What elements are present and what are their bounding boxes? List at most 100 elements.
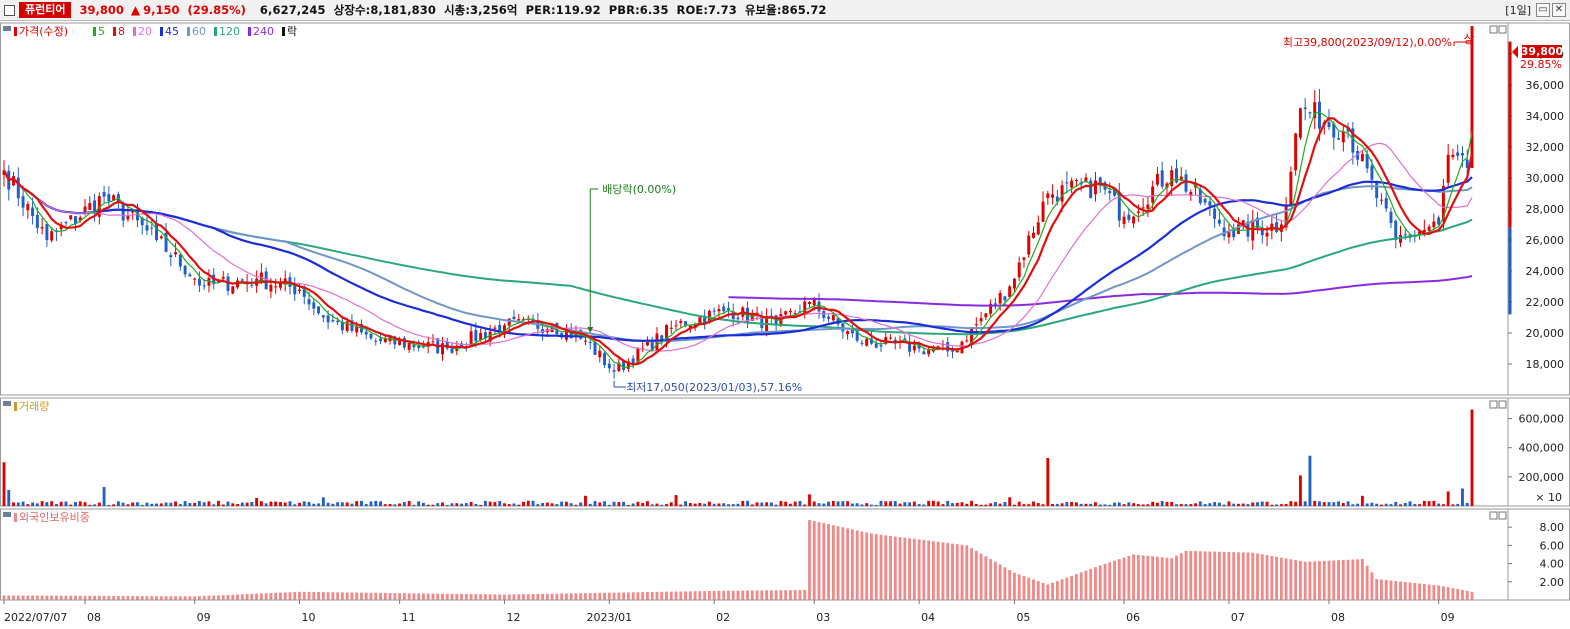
candle	[469, 331, 473, 346]
volume-bar	[288, 501, 292, 506]
price-tick-label: 18,000	[1526, 358, 1565, 371]
volume-bar	[946, 500, 950, 506]
foreign-bar	[274, 592, 278, 600]
high-tag: 상	[1463, 32, 1474, 46]
x-tick-label: 2023/01	[586, 611, 632, 624]
volume-bar	[850, 503, 854, 506]
candle	[112, 195, 116, 201]
candle	[431, 341, 435, 343]
close-icon[interactable]: ✕	[1552, 3, 1566, 17]
period-selector[interactable]: [1일]	[1505, 4, 1531, 17]
volume-bar	[207, 501, 211, 506]
candle	[593, 341, 597, 355]
foreign-bar	[479, 594, 483, 600]
volume-bar	[922, 504, 926, 506]
foreign-bar	[336, 592, 340, 600]
x-tick-label: 03	[816, 611, 830, 624]
roe-value: ROE:7.73	[676, 3, 737, 17]
pbr-value: PBR:6.35	[608, 3, 669, 17]
foreign-bar	[684, 591, 688, 600]
volume-bar	[879, 500, 883, 506]
foreign-bar	[1055, 581, 1059, 600]
volume-bar	[784, 501, 788, 506]
volume-bar	[1470, 409, 1474, 506]
candle	[1422, 229, 1426, 232]
volume-bar	[889, 501, 892, 506]
volume-bar	[1098, 504, 1102, 506]
foreign-bar	[598, 592, 602, 600]
candle	[1370, 165, 1374, 180]
volume-bar	[1422, 500, 1426, 506]
volume-tick-label: 200,000	[1519, 471, 1565, 484]
foreign-bar	[831, 525, 835, 600]
candle	[698, 317, 702, 324]
volume-bar	[1113, 502, 1116, 506]
foreign-bar	[40, 595, 44, 600]
volume-bar	[197, 501, 201, 506]
foreign-pane	[0, 508, 1570, 601]
candle	[174, 252, 178, 255]
candle	[1179, 176, 1183, 181]
candle	[1213, 208, 1217, 219]
volume-bar	[88, 504, 92, 506]
foreign-bar	[784, 590, 788, 600]
candle	[1189, 191, 1193, 196]
candle	[169, 255, 173, 258]
volume-bar	[898, 503, 902, 506]
price-tick-label: 26,000	[1526, 234, 1565, 247]
candle	[188, 274, 192, 277]
foreign-bar	[126, 596, 130, 600]
foreign-bar	[893, 536, 897, 600]
foreign-bar	[279, 592, 282, 600]
volume-bar	[598, 502, 602, 506]
volume-bar	[979, 504, 983, 506]
candle	[1136, 211, 1140, 213]
volume-bar	[450, 503, 454, 506]
volume-bar	[474, 503, 478, 506]
foreign-bar	[288, 592, 292, 600]
foreign-bar	[1151, 556, 1155, 600]
foreign-bar	[1275, 556, 1279, 600]
ma8-line	[3, 116, 1474, 366]
volume-bar	[908, 502, 912, 506]
restore-icon[interactable]: ▭	[1536, 3, 1550, 17]
volume-bar	[1461, 488, 1464, 506]
candle	[1041, 201, 1045, 222]
stock-name[interactable]: 퓨런티어	[19, 2, 72, 18]
foreign-bar	[1356, 559, 1360, 600]
foreign-bar	[912, 538, 916, 600]
price-tick-label: 24,000	[1526, 265, 1565, 278]
foreign-bar	[1351, 559, 1355, 600]
candle	[240, 279, 244, 281]
candle	[889, 337, 892, 339]
foreign-bar	[522, 594, 525, 600]
foreign-bar	[717, 590, 721, 600]
volume-bar	[436, 503, 440, 506]
volume-bar	[874, 504, 878, 506]
foreign-bar	[1141, 555, 1145, 600]
candle	[588, 342, 592, 344]
legend-foreign-marker	[14, 513, 17, 522]
foreign-bar	[660, 591, 664, 600]
volume-bar	[603, 501, 606, 506]
volume-bar	[755, 502, 759, 506]
volume-bar	[302, 501, 306, 506]
foreign-bar	[1070, 575, 1074, 600]
foreign-bar	[1051, 582, 1055, 600]
foreign-bar	[688, 591, 692, 600]
candle	[850, 329, 854, 334]
foreign-bar	[1422, 583, 1426, 600]
select-checkbox[interactable]	[4, 4, 15, 16]
foreign-bar	[1103, 563, 1107, 600]
foreign-bar	[993, 561, 997, 600]
candle	[569, 329, 573, 339]
volume-bar	[1341, 502, 1345, 506]
candle	[1360, 153, 1364, 162]
volume-tick-label: 400,000	[1519, 442, 1565, 455]
foreign-bar	[1346, 559, 1350, 600]
candle	[679, 320, 683, 324]
candle	[1284, 204, 1288, 228]
volume-bar	[917, 504, 921, 506]
volume-bar	[1441, 504, 1445, 506]
chart-area[interactable]: 18,000 20,000 22,000 24,000 26,000 28,000 30,0…	[0, 21, 1570, 629]
